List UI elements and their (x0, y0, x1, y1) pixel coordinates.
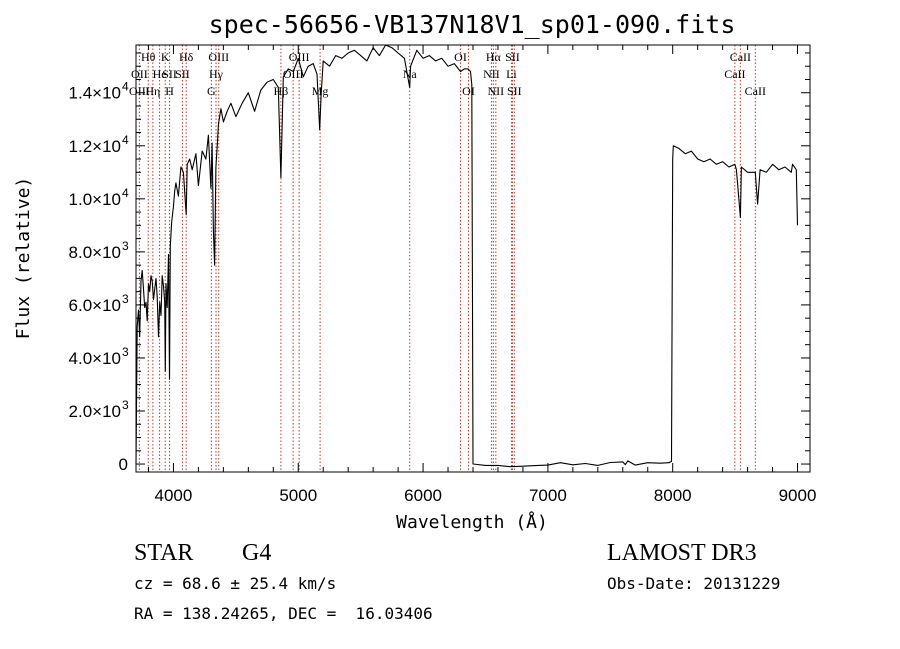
y-tick-label: 2.0×10 (69, 402, 121, 421)
spectral-line-label: CaII (724, 67, 745, 81)
y-tick-label: 4.0×10 (69, 349, 121, 368)
x-tick-label: 4000 (155, 486, 193, 505)
spectral-line-label: CaII (745, 84, 766, 98)
spectral-line-label: Mg (312, 84, 329, 98)
y-tick-mantissa: 2.0×10 (69, 402, 121, 421)
x-axis: 4000 5000 6000 7000 8000 9000 (147, 45, 817, 505)
x-tick-label: 9000 (779, 486, 817, 505)
survey-name: LAMOST DR3 (607, 540, 757, 566)
y-tick-mantissa: 1.0×10 (69, 190, 121, 209)
y-tick-exponent: 4 (122, 133, 129, 147)
spectral-line-label: SII (505, 50, 520, 64)
y-tick-label: 8.0×10 (69, 243, 121, 262)
spectral-line-label: Hβ (274, 84, 289, 98)
x-tick-label: 6000 (404, 486, 442, 505)
spectral-line-label: SII (507, 84, 522, 98)
x-tick-label: 8000 (654, 486, 692, 505)
x-tick-label: 5000 (279, 486, 317, 505)
spectral-line-label: Hη (145, 84, 160, 98)
spectral-line-markers (138, 45, 756, 472)
y-tick-exponent: 4 (122, 80, 129, 94)
spectral-line-label: OIII (208, 50, 229, 64)
spectral-line-label: OIII (283, 67, 304, 81)
spectral-line-label: Hθ (141, 50, 156, 64)
spectral-line-label: He (153, 67, 167, 81)
spectral-line-label: SII (175, 67, 190, 81)
spectral-line-label: NII (483, 67, 500, 81)
spectral-line-label: SII (162, 67, 177, 81)
redshift-cz: cz = 68.6 ± 25.4 km/s (134, 574, 337, 593)
spectrum-line (135, 44, 799, 468)
ra-dec-coordinates: RA = 138.24265, DEC = 16.03406 (134, 604, 433, 623)
y-tick-mantissa: 1.2×10 (69, 137, 121, 156)
y-tick-exponent: 4 (122, 186, 129, 200)
y-tick-exponent: 3 (122, 292, 129, 306)
spectrum-chart: spec-56656-VB137N18V1_sp01-090.fits Hθ OI… (13, 10, 817, 533)
y-tick-exponent: 3 (122, 398, 129, 412)
spectral-line-label: NII (488, 84, 505, 98)
x-tick-label: 7000 (529, 486, 567, 505)
object-class: STAR (134, 540, 194, 566)
spectral-line-label: OII (131, 67, 148, 81)
object-subclass: G4 (242, 540, 272, 566)
y-tick-label: 1.2×10 (69, 137, 121, 156)
spectral-line-label: OIII (129, 84, 150, 98)
y-tick-mantissa: 0 (119, 455, 128, 474)
y-tick-label: 1.4×10 (69, 84, 121, 103)
spectral-line-label: H (165, 84, 174, 98)
y-tick-label: 1.0×10 (69, 190, 121, 209)
spectral-line-label: Hα (486, 50, 502, 64)
y-tick-mantissa: 8.0×10 (69, 243, 121, 262)
x-axis-label: Wavelength (Å) (396, 511, 548, 533)
y-axis-label: Flux (relative) (13, 177, 34, 340)
y-tick-label: 0 (119, 455, 128, 474)
y-tick-exponent: 3 (122, 345, 129, 359)
spectral-line-label: OI (454, 50, 467, 64)
y-tick-exponent: 3 (122, 239, 129, 253)
y-tick-mantissa: 6.0×10 (69, 296, 121, 315)
spectral-line-label: Hγ (209, 67, 224, 81)
spectral-line-label: OI (462, 84, 475, 98)
spectral-line-label: OIII (289, 50, 310, 64)
spectral-line-label: K (161, 50, 170, 64)
y-tick-mantissa: 4.0×10 (69, 349, 121, 368)
y-axis: 02.0×10 34.0×10 36.0×10 38.0×10 31.0×10 41.2×… (69, 52, 810, 474)
chart-title: spec-56656-VB137N18V1_sp01-090.fits (209, 10, 736, 39)
y-tick-mantissa: 1.4×10 (69, 84, 121, 103)
spectral-line-label: CaII (730, 50, 751, 64)
y-tick-label: 6.0×10 (69, 296, 121, 315)
obs-date: Obs-Date: 20131229 (607, 574, 781, 593)
spectral-line-label: G (207, 84, 216, 98)
spectral-line-label: Hδ (179, 50, 194, 64)
spectral-line-label: Li (506, 67, 517, 81)
